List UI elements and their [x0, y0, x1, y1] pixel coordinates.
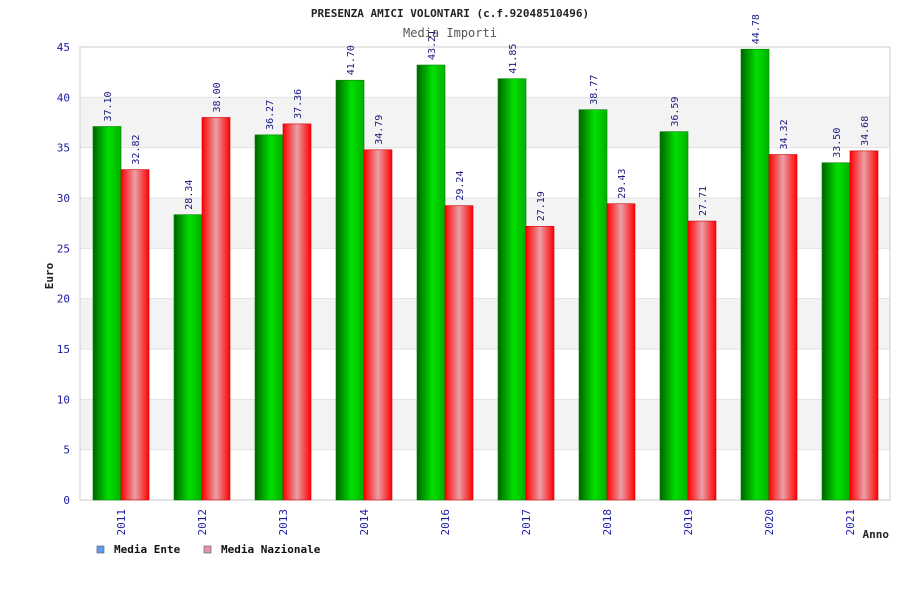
bar-media-nazionale	[363, 149, 393, 501]
data-label: 32.82	[131, 135, 142, 165]
data-label: 41.85	[508, 44, 519, 74]
bar-media-nazionale	[444, 205, 474, 501]
legend-label: Media Nazionale	[221, 543, 321, 556]
value-labels: 37.10 32.82 28.34 38.00 36.27 37.36 41.70 34.79…	[103, 14, 871, 221]
data-label: 43.21	[427, 30, 438, 60]
chart-title: PRESENZA AMICI VOLONTARI (c.f.9204851049…	[311, 7, 589, 20]
x-tick-label: 2017	[520, 509, 533, 536]
y-tick-label: 20	[57, 293, 70, 306]
bar-media-nazionale	[606, 203, 636, 501]
y-tick-label: 0	[63, 494, 70, 507]
data-label: 38.77	[589, 75, 600, 105]
data-label: 36.59	[670, 97, 681, 127]
plot-area	[79, 46, 891, 501]
x-tick-label: 2020	[763, 509, 776, 536]
legend: Media Ente Media Nazionale	[96, 543, 321, 556]
data-label: 27.71	[698, 186, 709, 216]
legend-swatch	[203, 545, 212, 554]
data-label: 29.43	[617, 169, 628, 199]
y-tick-label: 5	[63, 444, 70, 457]
bar-media-nazionale	[768, 154, 798, 501]
x-tick-label: 2013	[277, 509, 290, 536]
bar-media-ente	[659, 131, 689, 501]
x-tick-label: 2021	[844, 509, 857, 536]
data-label: 44.78	[751, 14, 762, 44]
data-label: 34.32	[779, 119, 790, 149]
bar-media-nazionale	[201, 117, 231, 501]
data-label: 36.27	[265, 100, 276, 130]
bar-media-nazionale	[687, 220, 717, 501]
data-label: 28.34	[184, 180, 195, 210]
chart-subtitle: Media Importi	[403, 26, 497, 40]
legend-item-media-ente: Media Ente	[96, 543, 181, 556]
data-label: 41.70	[346, 45, 357, 75]
y-tick-label: 40	[57, 91, 70, 104]
bar-media-nazionale	[120, 169, 150, 501]
y-axis-title: Euro	[43, 262, 56, 289]
data-label: 37.10	[103, 91, 114, 121]
x-axis-ticks: 2011 2012 2013 2014 2016 2017 2018 2019 2020 2021	[115, 509, 857, 536]
x-tick-label: 2019	[682, 509, 695, 536]
data-label: 29.24	[455, 171, 466, 201]
x-tick-label: 2014	[358, 509, 371, 536]
bar-media-ente	[92, 126, 122, 501]
bar-media-nazionale	[525, 225, 555, 501]
data-label: 33.50	[832, 128, 843, 158]
data-label: 34.68	[860, 116, 871, 146]
y-axis-ticks: 0 5 10 15 20 25 30 35 40 45	[57, 41, 70, 507]
bar-media-nazionale	[282, 123, 312, 501]
legend-swatch	[96, 545, 105, 554]
x-tick-label: 2018	[601, 509, 614, 536]
y-tick-label: 10	[57, 393, 70, 406]
bars	[92, 48, 879, 501]
y-tick-label: 15	[57, 343, 70, 356]
data-label: 34.79	[374, 115, 385, 145]
data-label: 27.19	[536, 191, 547, 221]
bar-media-nazionale	[849, 150, 879, 501]
bar-media-ente	[821, 162, 851, 501]
bar-media-ente	[254, 134, 284, 501]
data-label: 38.00	[212, 82, 223, 112]
y-tick-label: 30	[57, 192, 70, 205]
data-label: 37.36	[293, 89, 304, 119]
bar-media-ente	[740, 48, 770, 501]
x-tick-label: 2016	[439, 509, 452, 536]
bar-media-ente	[497, 78, 527, 501]
x-axis-title: Anno	[863, 528, 890, 541]
bar-media-ente	[416, 64, 446, 501]
x-tick-label: 2011	[115, 509, 128, 536]
bar-media-ente	[335, 79, 365, 501]
x-tick-label: 2012	[196, 509, 209, 536]
legend-item-media-nazionale: Media Nazionale	[203, 543, 321, 556]
y-tick-label: 25	[57, 242, 70, 255]
legend-label: Media Ente	[114, 543, 181, 556]
y-tick-label: 35	[57, 142, 70, 155]
bar-media-ente	[578, 109, 608, 501]
y-tick-label: 45	[57, 41, 70, 54]
bar-media-ente	[173, 214, 203, 501]
